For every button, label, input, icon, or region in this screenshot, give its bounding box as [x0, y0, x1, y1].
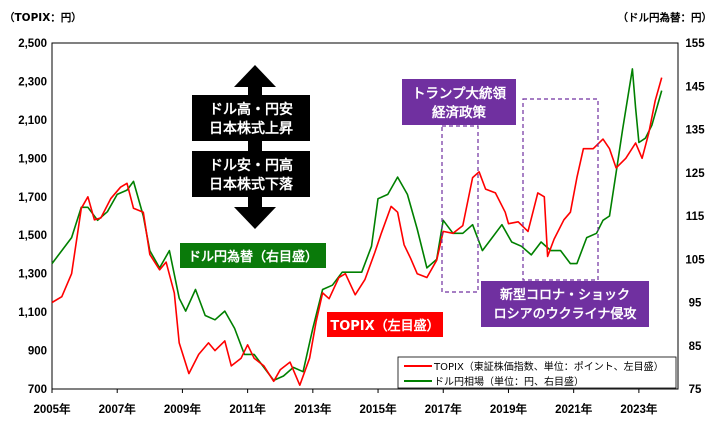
- right-tick-label: 155: [685, 38, 705, 50]
- double-arrow-icon: [234, 65, 276, 229]
- x-tick-label: 2007年: [99, 402, 137, 416]
- right-tick-label: 85: [689, 341, 702, 353]
- legend-box: [397, 356, 677, 389]
- right-tick-label: 135: [685, 125, 705, 137]
- usdjpy-label-box: [180, 243, 326, 268]
- legend-label-usdjpy: ドル円相場（単位：円、右目盛）: [434, 375, 584, 388]
- covid-callout: [481, 281, 649, 327]
- right-axis-unit: （ドル円為替：円）: [618, 11, 713, 24]
- left-tick-label: 700: [28, 384, 47, 396]
- usdjpy-label-text: ドル円為替（右目盛）: [188, 249, 318, 265]
- topix-label-box: [327, 312, 443, 337]
- strong-dollar-callout: [192, 95, 310, 141]
- topix-label-text: TOPIX（左目盛）: [330, 318, 439, 334]
- usdjpy-series-line: [51, 68, 663, 382]
- x-tick-label: 2023年: [620, 402, 658, 416]
- left-axis-ticks: 700 900 1,100 1,300 1,500 1,700 1,900 2,100 2,30…: [18, 38, 47, 396]
- right-tick-label: 145: [685, 81, 705, 93]
- right-tick-label: 95: [689, 298, 702, 310]
- strong-dollar-text-1: ドル高・円安: [209, 101, 293, 118]
- strong-dollar-text-2: 日本株式上昇: [209, 120, 293, 137]
- right-tick-label: 115: [686, 211, 705, 223]
- x-tick-label: 2019年: [490, 402, 528, 416]
- left-tick-label: 1,500: [18, 230, 47, 242]
- x-tick-label: 2009年: [164, 402, 202, 416]
- left-tick-label: 2,100: [18, 115, 47, 127]
- plot-frame: [51, 42, 679, 390]
- x-tick-label: 2013年: [294, 402, 332, 416]
- left-tick-label: 1,100: [18, 307, 47, 319]
- legend: TOPIX（東証株価指数、単位：ポイント、左目盛） ドル円相場（単位：円、右目盛…: [397, 356, 677, 389]
- legend-label-topix: TOPIX（東証株価指数、単位：ポイント、左目盛）: [433, 360, 664, 373]
- x-tick-label: 2017年: [425, 402, 463, 416]
- left-tick-label: 1,900: [18, 153, 47, 165]
- x-tick-label: 2011年: [229, 402, 266, 416]
- x-tick-label: 2021年: [555, 402, 593, 416]
- trump-text-1: トランプ大統領: [412, 85, 507, 102]
- x-tick-label: 2015年: [359, 402, 397, 416]
- x-tick-label: 2005年: [33, 402, 71, 416]
- right-axis-ticks: 75 85 95 105 115 125 135 145 155: [685, 38, 705, 396]
- trump-callout: [402, 79, 516, 125]
- left-tick-label: 1,700: [18, 192, 47, 204]
- right-tick-label: 125: [685, 168, 705, 180]
- left-tick-label: 2,500: [18, 38, 47, 50]
- right-tick-label: 75: [689, 384, 702, 396]
- covid-period-box: [522, 98, 599, 281]
- left-axis-unit: （TOPIX：円）: [4, 11, 82, 24]
- trump-text-2: 経済政策: [432, 104, 486, 121]
- right-tick-label: 105: [685, 254, 705, 266]
- covid-text-2: ロシアのウクライナ侵攻: [494, 306, 638, 322]
- trump-period-box: [441, 125, 479, 293]
- covid-text-1: 新型コロナ・ショック: [500, 287, 630, 303]
- left-tick-label: 1,300: [18, 269, 47, 281]
- series-lines: [51, 68, 663, 387]
- weak-dollar-callout: [192, 151, 310, 197]
- weak-dollar-text-2: 日本株式下落: [209, 176, 294, 193]
- left-tick-label: 900: [28, 346, 47, 358]
- x-axis-ticks: 2005年 2007年 2009年 2011年 2013年 2015年 2017年 2019年…: [33, 389, 658, 416]
- left-tick-label: 2,300: [18, 76, 47, 88]
- topix-series-line: [51, 77, 663, 387]
- weak-dollar-text-1: ドル安・円高: [209, 157, 293, 174]
